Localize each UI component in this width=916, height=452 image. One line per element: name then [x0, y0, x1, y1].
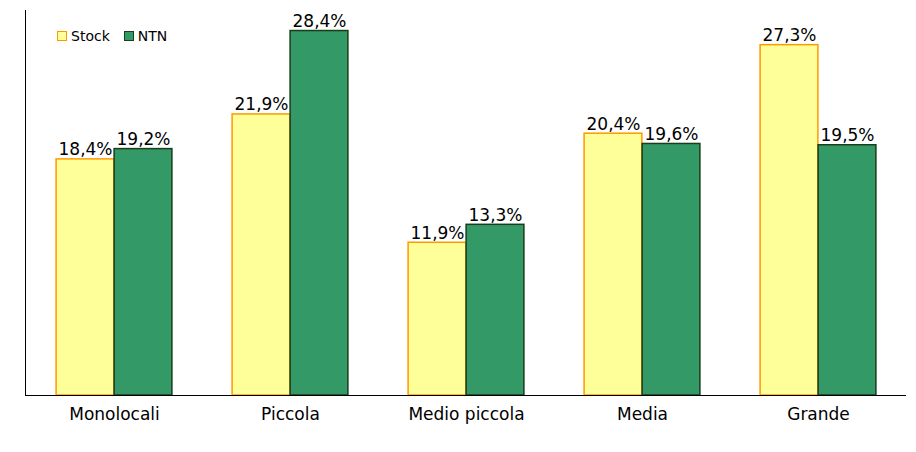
svg-text:Grande: Grande	[787, 404, 850, 424]
svg-text:Medio piccola: Medio piccola	[408, 404, 524, 424]
svg-text:19,5%: 19,5%	[820, 125, 874, 145]
svg-text:19,2%: 19,2%	[116, 129, 170, 149]
svg-text:Media: Media	[617, 404, 668, 424]
svg-text:18,4%: 18,4%	[58, 139, 112, 159]
svg-text:21,9%: 21,9%	[234, 94, 288, 114]
svg-text:27,3%: 27,3%	[762, 25, 816, 45]
svg-text:11,9%: 11,9%	[410, 223, 464, 243]
svg-text:19,6%: 19,6%	[644, 124, 698, 144]
svg-text:Monolocali: Monolocali	[69, 404, 160, 424]
html-text:Stock: Stock	[71, 28, 110, 44]
svg-text:13,3%: 13,3%	[468, 205, 522, 225]
svg-text:28,4%: 28,4%	[292, 11, 346, 31]
svg-text:20,4%: 20,4%	[586, 114, 640, 134]
html-text:NTN: NTN	[137, 28, 168, 44]
svg-text:Piccola: Piccola	[261, 404, 320, 424]
